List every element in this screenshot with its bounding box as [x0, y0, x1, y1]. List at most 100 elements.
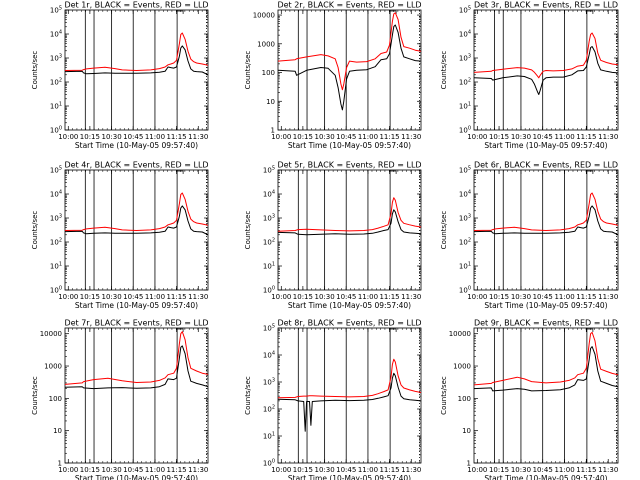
y-tick-label: 102 — [459, 238, 471, 247]
x-tick-label: 10:15 — [489, 466, 509, 474]
y-tick-label: 100 — [262, 69, 275, 77]
y-tick-label: 103 — [50, 214, 62, 223]
y-axis-label: Counts/sec — [31, 376, 39, 415]
flare-bracket — [390, 328, 397, 332]
series-line-lld — [278, 197, 421, 232]
x-axis-label: Start Time (10-May-05 09:57:40) — [288, 474, 411, 480]
x-tick-label: 11:30 — [598, 466, 618, 474]
x-tick-label: 10:45 — [533, 466, 553, 474]
y-tick-label: 1 — [271, 127, 275, 135]
y-tick-label: 100 — [459, 126, 471, 135]
series-group — [278, 358, 421, 432]
x-tick-label: 10:30 — [315, 133, 335, 141]
y-tick-label: 105 — [263, 324, 275, 333]
x-axis-label: Start Time (10-May-05 09:57:40) — [484, 301, 607, 310]
y-tick-label: 103 — [459, 214, 471, 223]
x-tick-label: 10:30 — [102, 466, 122, 474]
x-axis-label: Start Time (10-May-05 09:57:40) — [288, 301, 411, 310]
x-axis-label: Start Time (10-May-05 09:57:40) — [75, 301, 198, 310]
x-tick-label: 10:15 — [489, 133, 509, 141]
x-tick-label: 10:45 — [336, 133, 356, 141]
series-line-events — [278, 372, 421, 432]
series-line-lld — [65, 192, 208, 231]
y-tick-label: 1000 — [453, 363, 471, 371]
y-tick-label: 104 — [50, 190, 62, 199]
x-tick-label: 10:15 — [293, 133, 313, 141]
series-group — [65, 32, 208, 76]
y-tick-label: 10000 — [40, 330, 62, 338]
y-tick-label: 104 — [50, 30, 62, 39]
flare-bracket — [177, 328, 184, 332]
x-tick-label: 11:30 — [598, 293, 618, 301]
x-tick-label: 11:00 — [358, 133, 378, 141]
series-group — [474, 331, 618, 392]
x-tick-label: 10:30 — [102, 133, 122, 141]
flare-bracket — [177, 170, 184, 174]
series-line-events — [474, 205, 618, 236]
y-tick-label: 105 — [50, 166, 62, 175]
x-tick-label: 10:15 — [80, 466, 100, 474]
x-tick-label: 11:15 — [166, 133, 186, 141]
x-tick-label: 11:15 — [576, 293, 596, 301]
series-line-events — [474, 46, 618, 95]
chart-title: Det 4r, BLACK = Events, RED = LLD — [64, 161, 208, 170]
x-tick-label: 10:30 — [315, 466, 335, 474]
chart-title: Det 9r, BLACK = Events, RED = LLD — [474, 319, 618, 328]
y-tick-label: 102 — [263, 405, 275, 414]
series-line-events — [278, 24, 421, 111]
y-tick-label: 105 — [459, 166, 471, 175]
y-tick-label: 101 — [263, 262, 275, 271]
series-group — [65, 192, 208, 236]
x-tick-label: 10:45 — [336, 466, 356, 474]
x-tick-label: 10:30 — [511, 466, 531, 474]
y-axis-label: Counts/sec — [31, 211, 39, 250]
x-tick-label: 11:15 — [379, 133, 399, 141]
series-line-lld — [278, 358, 421, 399]
y-tick-label: 104 — [263, 190, 275, 199]
x-tick-label: 10:45 — [336, 293, 356, 301]
x-tick-label: 11:30 — [401, 293, 421, 301]
y-tick-label: 102 — [50, 78, 62, 87]
x-tick-label: 11:15 — [379, 293, 399, 301]
x-tick-label: 11:30 — [188, 466, 208, 474]
y-tick-label: 1 — [467, 460, 471, 468]
x-tick-label: 10:15 — [80, 293, 100, 301]
plot-frame — [473, 327, 619, 464]
series-line-lld — [65, 331, 208, 385]
y-tick-label: 1000 — [44, 363, 62, 371]
y-tick-label: 105 — [459, 6, 471, 15]
x-tick-label: 10:30 — [511, 133, 531, 141]
plot-frame — [277, 327, 422, 464]
chart-title: Det 3r, BLACK = Events, RED = LLD — [474, 1, 618, 10]
y-tick-label: 103 — [459, 54, 471, 63]
y-tick-label: 10000 — [253, 12, 275, 20]
y-tick-label: 1 — [58, 460, 62, 468]
x-tick-label: 11:15 — [576, 466, 596, 474]
series-group — [474, 192, 618, 236]
x-tick-label: 11:00 — [358, 293, 378, 301]
y-tick-label: 104 — [459, 190, 471, 199]
y-tick-label: 100 — [458, 395, 471, 403]
y-tick-label: 102 — [459, 78, 471, 87]
y-tick-label: 105 — [50, 6, 62, 15]
x-tick-label: 10:45 — [123, 293, 143, 301]
series-line-events — [278, 209, 421, 236]
x-tick-label: 11:00 — [358, 466, 378, 474]
flare-bracket — [586, 328, 594, 332]
panel-det-8: Det 8r, BLACK = Events, RED = LLD 100 101 1… — [244, 319, 422, 480]
x-tick-label: 10:30 — [102, 293, 122, 301]
y-axis-label: Counts/sec — [440, 211, 448, 250]
x-tick-label: 10:00 — [58, 133, 78, 141]
y-tick-label: 10000 — [449, 330, 471, 338]
x-tick-label: 10:00 — [271, 466, 291, 474]
panel-det-6: Det 6r, BLACK = Events, RED = LLD 100 101 1… — [440, 161, 619, 310]
series-line-lld — [474, 331, 618, 386]
chart-title: Det 8r, BLACK = Events, RED = LLD — [277, 319, 421, 328]
x-tick-label: 11:15 — [166, 293, 186, 301]
y-tick-label: 105 — [263, 166, 275, 175]
x-axis-label: Start Time (10-May-05 09:57:40) — [75, 474, 198, 480]
chart-title: Det 7r, BLACK = Events, RED = LLD — [64, 319, 208, 328]
y-tick-label: 100 — [263, 459, 275, 468]
x-tick-label: 11:00 — [145, 293, 165, 301]
series-group — [474, 32, 618, 95]
